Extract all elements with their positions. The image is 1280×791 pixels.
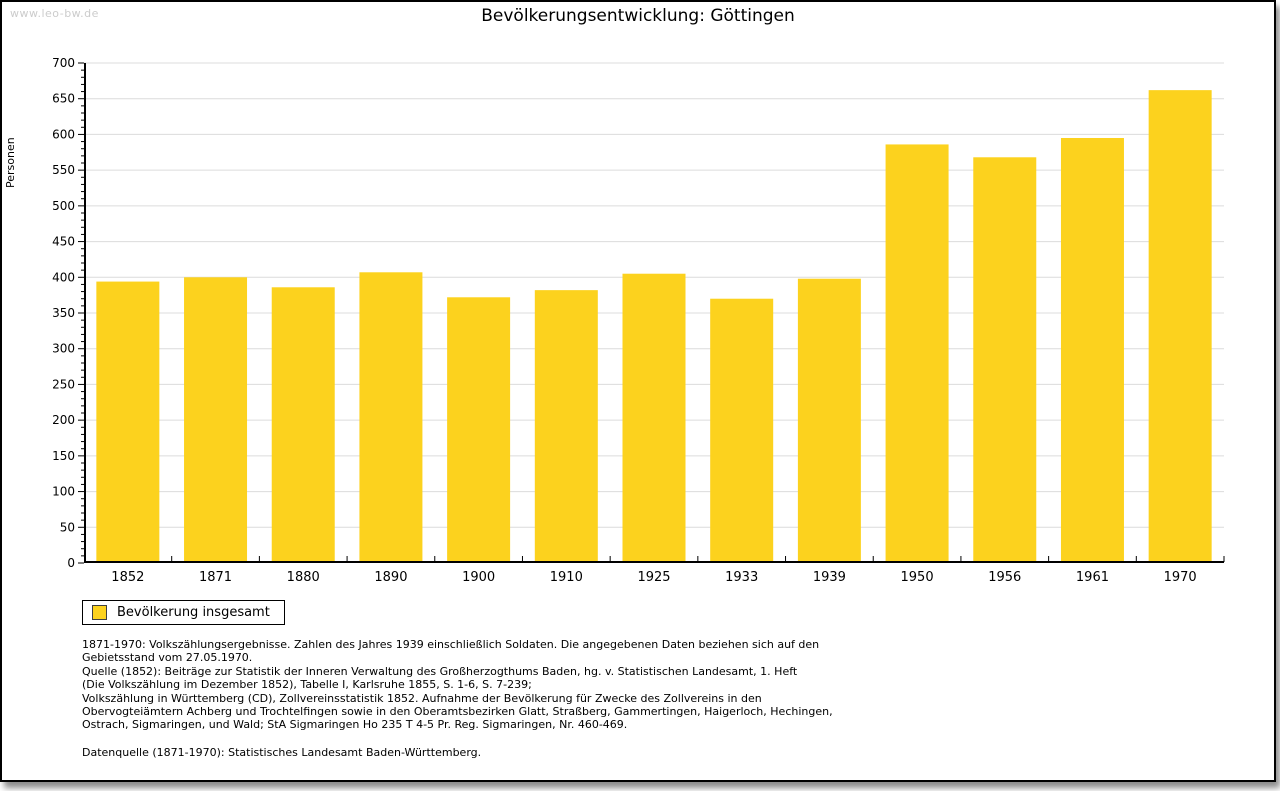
- footnote-line: (Die Volkszählung im Dezember 1852), Tab…: [82, 678, 532, 692]
- bar-1890: [359, 272, 423, 563]
- x-category-label: 1939: [813, 570, 846, 585]
- y-tick-label: 400: [52, 270, 75, 284]
- footnote-line: 1871-1970: Volkszählungsergebnisse. Zahl…: [82, 638, 820, 651]
- bar-1925: [622, 273, 686, 563]
- bar-1939: [797, 278, 861, 563]
- y-tick-label: 100: [52, 485, 75, 499]
- y-tick-label: 350: [52, 306, 75, 320]
- footnote-line: Volkszählung in Württemberg (CD), Zollve…: [82, 691, 762, 705]
- y-tick-label: 200: [52, 413, 75, 427]
- y-tick-label: 650: [52, 92, 75, 106]
- x-category-label: 1900: [462, 570, 495, 585]
- y-tick-label: 700: [52, 56, 75, 70]
- legend: Bevölkerung insgesamt: [82, 600, 285, 625]
- footnotes: 1871-1970: Volkszählungsergebnisse. Zahl…: [82, 638, 833, 759]
- x-category-label: 1933: [725, 570, 758, 585]
- y-tick-label: 0: [67, 556, 75, 570]
- x-category-label: 1890: [374, 570, 407, 585]
- y-tick-label: 500: [52, 199, 75, 213]
- footnote-line: Gebietsstand vom 27.05.1970.: [82, 651, 253, 665]
- footnote-line: Ostrach, Sigmaringen, und Wald; StA Sigm…: [82, 718, 628, 732]
- x-category-label: 1880: [287, 570, 320, 585]
- y-tick-label: 300: [52, 342, 75, 356]
- x-category-label: 1961: [1076, 570, 1109, 585]
- x-category-label: 1871: [199, 570, 232, 585]
- y-tick-label: 150: [52, 449, 75, 463]
- watermark: www.leo-bw.de: [10, 7, 99, 20]
- bar-1852: [96, 281, 160, 563]
- y-tick-label: 50: [60, 520, 75, 534]
- x-category-label: 1956: [988, 570, 1021, 585]
- bar-1950: [885, 144, 949, 563]
- bar-1880: [271, 287, 335, 563]
- bar-1910: [534, 290, 598, 563]
- bar-1956: [973, 157, 1037, 564]
- x-category-label: 1970: [1164, 570, 1197, 585]
- x-category-label: 1925: [637, 570, 670, 585]
- x-category-label: 1950: [901, 570, 934, 585]
- x-category-label: 1852: [111, 570, 144, 585]
- bar-1871: [184, 277, 248, 563]
- bar-1961: [1060, 138, 1124, 563]
- page-title: Bevölkerungsentwicklung: Göttingen: [481, 6, 795, 26]
- datasource-line: Datenquelle (1871-1970): Statistisches L…: [82, 745, 482, 759]
- x-category-label: 1910: [550, 570, 583, 585]
- y-tick-label: 450: [52, 235, 75, 249]
- footnote-line: Obervogteiämtern Achberg und Trochtelfin…: [82, 705, 833, 719]
- legend-swatch-icon: [92, 605, 107, 620]
- y-tick-label: 250: [52, 377, 75, 391]
- y-tick-label: 600: [52, 127, 75, 141]
- bar-1970: [1148, 90, 1212, 564]
- legend-label: Bevölkerung insgesamt: [117, 605, 270, 620]
- footnote-line: Quelle (1852): Beiträge zur Statistik de…: [82, 664, 798, 678]
- bar-1933: [710, 298, 774, 563]
- bar-1900: [447, 297, 511, 563]
- y-tick-label: 550: [52, 163, 75, 177]
- population-bar-chart: 0 50 100 150 200 250 300 350 400 450 500 550 600 650 7…: [52, 56, 1225, 585]
